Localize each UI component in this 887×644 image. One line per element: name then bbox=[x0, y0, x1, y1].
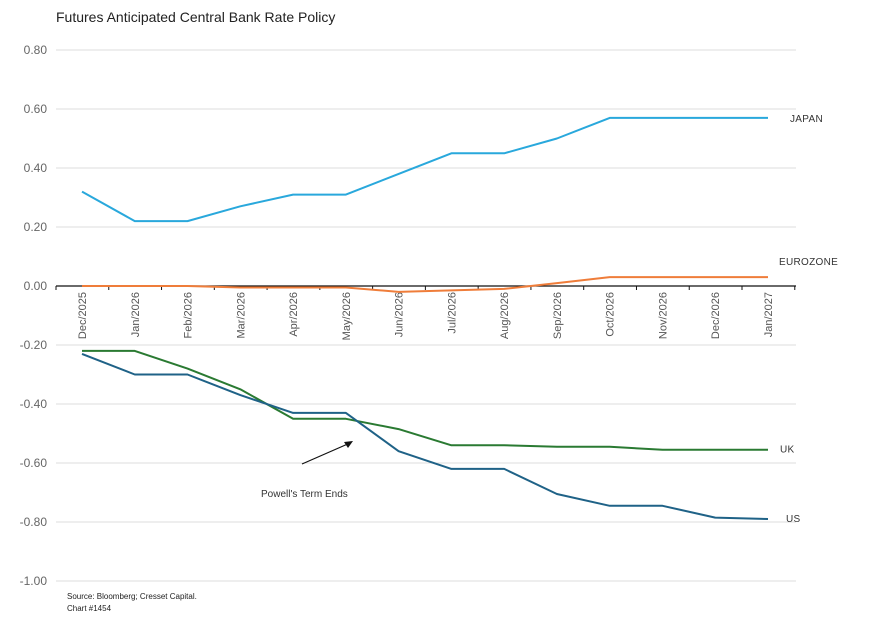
x-tick-label: Aug/2026 bbox=[499, 292, 511, 339]
y-tick-label: -0.20 bbox=[20, 338, 48, 352]
y-tick-label: -0.60 bbox=[20, 456, 48, 470]
x-tick-label: Jan/2026 bbox=[130, 292, 142, 337]
source-note: Source: Bloomberg; Cresset Capital. bbox=[67, 592, 197, 601]
x-tick-label: Nov/2026 bbox=[657, 292, 669, 339]
x-tick-label: Sep/2026 bbox=[552, 292, 564, 339]
annotation-powell: Powell's Term Ends bbox=[261, 441, 353, 500]
y-tick-label: -0.40 bbox=[20, 397, 48, 411]
x-tick-label: Apr/2026 bbox=[288, 292, 300, 337]
x-tick-label: Dec/2025 bbox=[77, 292, 89, 339]
y-tick-label: -0.80 bbox=[20, 515, 48, 529]
series-label-japan: JAPAN bbox=[790, 114, 823, 125]
series-label-uk: UK bbox=[780, 445, 795, 456]
y-tick-label: 0.20 bbox=[24, 220, 48, 234]
series-line-us bbox=[81, 352, 769, 520]
x-tick-label: Jun/2026 bbox=[394, 292, 406, 337]
series-label-eurozone: EUROZONE bbox=[779, 257, 838, 268]
annotation-text: Powell's Term Ends bbox=[261, 489, 348, 500]
gridlines bbox=[56, 49, 796, 582]
series-label-us: US bbox=[786, 514, 801, 525]
y-tick-label: 0.60 bbox=[24, 102, 48, 116]
x-axis-labels: Dec/2025 Jan/2026 Feb/2026 Mar/2026 Apr/2026… bbox=[77, 292, 775, 340]
chart-footer: Source: Bloomberg; Cresset Capital. Char… bbox=[67, 591, 197, 615]
arrowhead-icon bbox=[344, 441, 353, 448]
x-tick-label: May/2026 bbox=[341, 292, 353, 340]
series-line-eurozone bbox=[82, 276, 768, 293]
series-line-japan bbox=[81, 116, 768, 223]
y-tick-label: 0.00 bbox=[24, 279, 48, 293]
chart-id: Chart #1454 bbox=[67, 604, 112, 613]
y-tick-label: 0.80 bbox=[24, 43, 48, 57]
x-tick-label: Mar/2026 bbox=[235, 292, 247, 338]
annotation-arrow-icon bbox=[301, 442, 351, 465]
series-lines bbox=[81, 116, 769, 520]
x-tick-label: Dec/2026 bbox=[710, 292, 722, 339]
x-tick-label: Jul/2026 bbox=[446, 292, 458, 334]
y-tick-label: -1.00 bbox=[20, 574, 48, 588]
x-tick-label: Oct/2026 bbox=[605, 292, 617, 337]
series-labels: JAPAN EUROZONE UK US bbox=[779, 114, 838, 525]
y-axis-labels: 0.80 0.60 0.40 0.20 0.00 -0.20 -0.40 -0.60 -0.80… bbox=[20, 43, 48, 588]
x-tick-label: Feb/2026 bbox=[183, 292, 195, 338]
chart-title: Futures Anticipated Central Bank Rate Po… bbox=[56, 9, 336, 25]
y-tick-label: 0.40 bbox=[24, 161, 48, 175]
series-line-uk bbox=[82, 349, 768, 451]
x-tick-label: Jan/2027 bbox=[763, 292, 775, 337]
